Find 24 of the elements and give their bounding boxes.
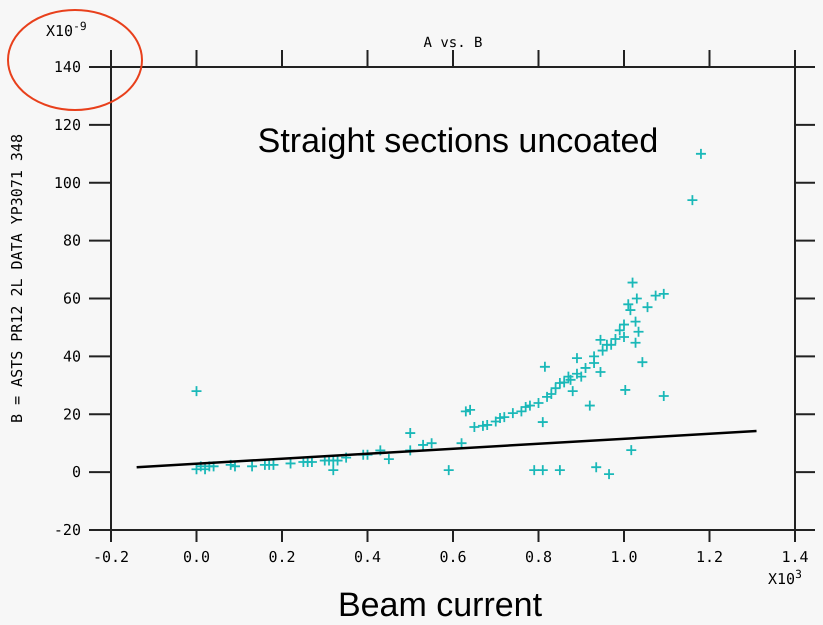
y-tick-label: 80 [62,232,81,250]
x-tick-label: 0.6 [439,548,467,566]
x-tick-label: 0.2 [268,548,296,566]
x-axis-title: Beam current [338,586,543,624]
y-tick-label: 0 [72,463,81,482]
y-tick-label: 140 [54,58,81,76]
text: X10$^{-9}$ [46,20,87,40]
x-tick-label: 0.0 [182,548,210,566]
annotation: Straight sections uncoated [258,122,658,160]
x-tick-label: 0.8 [524,548,552,566]
text: X10$^{3}$ [768,568,802,588]
x-tick-label: 1.4 [781,548,809,566]
y-tick-label: 120 [54,116,81,134]
x-tick-label: 1.0 [610,548,638,566]
x-tick-label: -0.2 [92,548,130,566]
y-tick-label: -20 [54,521,81,539]
y-tick-label: 20 [62,405,81,424]
chart-title: A vs. B [423,35,483,51]
y-tick-label: 60 [62,290,81,308]
x-tick-label: 0.4 [354,548,382,566]
x-tick-label: 1.2 [696,548,724,566]
y-tick-label: 40 [62,347,81,366]
y-axis-title: B = ASTS PR12 2L DATA YP3071 348 [8,134,26,423]
y-tick-label: 100 [54,174,81,192]
